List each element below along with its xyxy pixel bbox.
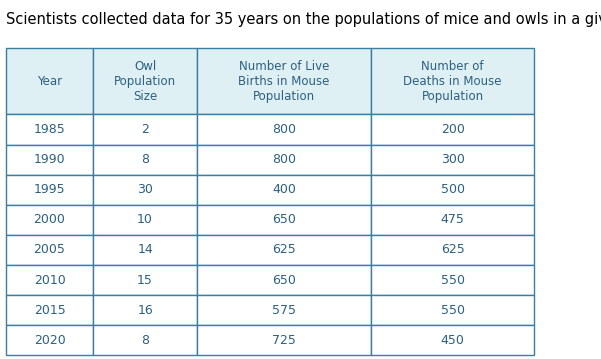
Bar <box>6 325 93 355</box>
Bar <box>6 145 93 175</box>
Text: 575: 575 <box>272 304 296 317</box>
Bar <box>6 175 93 205</box>
Bar <box>6 295 93 325</box>
Bar <box>197 295 371 325</box>
Bar <box>93 325 197 355</box>
Bar <box>371 295 534 325</box>
Text: 800: 800 <box>272 123 296 136</box>
Bar <box>197 48 371 115</box>
Bar <box>371 325 534 355</box>
Text: 14: 14 <box>137 243 153 256</box>
Bar <box>93 175 197 205</box>
Bar <box>93 265 197 295</box>
Text: 450: 450 <box>441 334 465 347</box>
Bar <box>371 145 534 175</box>
Text: 8: 8 <box>141 153 149 166</box>
Bar <box>6 265 93 295</box>
Text: Year: Year <box>37 75 62 88</box>
Text: 1985: 1985 <box>34 123 66 136</box>
Bar <box>197 145 371 175</box>
Bar <box>371 115 534 145</box>
Bar <box>93 115 197 145</box>
Bar <box>197 175 371 205</box>
Bar <box>371 205 534 235</box>
Text: 800: 800 <box>272 153 296 166</box>
Text: 2020: 2020 <box>34 334 66 347</box>
Text: 475: 475 <box>441 213 465 227</box>
Bar <box>197 235 371 265</box>
Text: 1995: 1995 <box>34 183 66 196</box>
Text: 1990: 1990 <box>34 153 66 166</box>
Text: 8: 8 <box>141 334 149 347</box>
Bar <box>93 205 197 235</box>
Bar <box>371 175 534 205</box>
Text: 2: 2 <box>141 123 149 136</box>
Bar <box>197 325 371 355</box>
Text: 30: 30 <box>137 183 153 196</box>
Text: 725: 725 <box>272 334 296 347</box>
Bar <box>197 205 371 235</box>
Text: Number of
Deaths in Mouse
Population: Number of Deaths in Mouse Population <box>403 60 502 103</box>
Text: 550: 550 <box>441 274 465 286</box>
Text: 16: 16 <box>137 304 153 317</box>
Text: Number of Live
Births in Mouse
Population: Number of Live Births in Mouse Populatio… <box>239 60 330 103</box>
Text: 10: 10 <box>137 213 153 227</box>
Text: 625: 625 <box>441 243 465 256</box>
Bar <box>6 115 93 145</box>
Text: Scientists collected data for 35 years on the populations of mice and owls in a : Scientists collected data for 35 years o… <box>6 12 601 27</box>
Text: 2005: 2005 <box>34 243 66 256</box>
Text: 550: 550 <box>441 304 465 317</box>
Text: 2000: 2000 <box>34 213 66 227</box>
Text: 625: 625 <box>272 243 296 256</box>
Text: 200: 200 <box>441 123 465 136</box>
Bar <box>6 205 93 235</box>
Bar <box>93 235 197 265</box>
Bar <box>371 235 534 265</box>
Text: 500: 500 <box>441 183 465 196</box>
Text: 650: 650 <box>272 213 296 227</box>
Bar <box>371 265 534 295</box>
Bar <box>197 265 371 295</box>
Bar <box>197 115 371 145</box>
Bar <box>6 235 93 265</box>
Text: 650: 650 <box>272 274 296 286</box>
Text: 2010: 2010 <box>34 274 66 286</box>
Text: 400: 400 <box>272 183 296 196</box>
Text: Owl
Population
Size: Owl Population Size <box>114 60 176 103</box>
Bar <box>93 145 197 175</box>
Bar <box>371 48 534 115</box>
Bar <box>6 48 93 115</box>
Text: 300: 300 <box>441 153 465 166</box>
Text: 15: 15 <box>137 274 153 286</box>
Text: 2015: 2015 <box>34 304 66 317</box>
Bar <box>93 295 197 325</box>
Bar <box>93 48 197 115</box>
